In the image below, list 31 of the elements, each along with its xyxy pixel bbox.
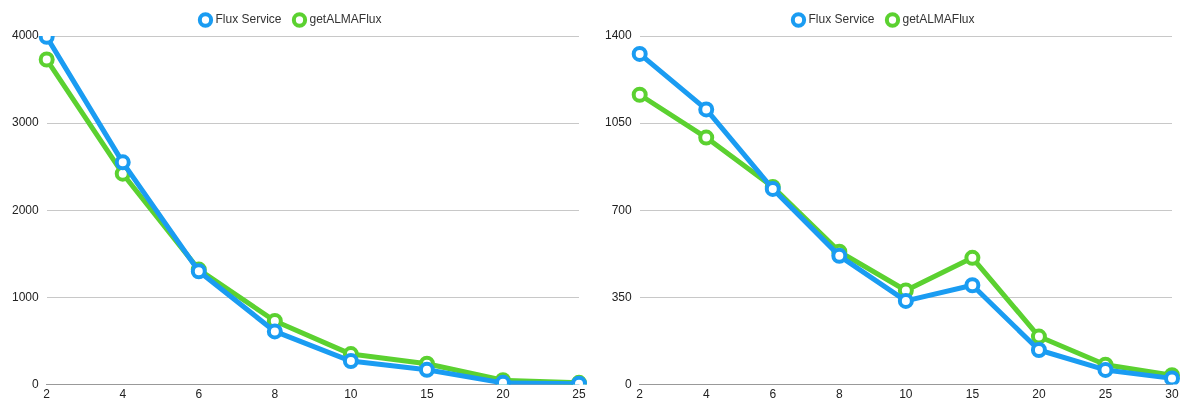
y-tick-label: 1050	[604, 115, 633, 130]
y-tick-label: 3000	[11, 115, 40, 130]
y-tick-label: 1400	[604, 28, 633, 43]
y-tick-label: 700	[611, 202, 633, 217]
x-tick-label: 20	[496, 387, 510, 402]
x-tick-label: 2	[636, 387, 644, 402]
x-tick-label: 2	[43, 387, 51, 402]
y-tick-label: 0	[32, 376, 40, 391]
x-tick-label: 20	[1032, 387, 1046, 402]
y-tick-label: 0	[625, 376, 633, 391]
legend-label: getALMAFlux	[902, 12, 975, 27]
legend-label: getALMAFlux	[309, 12, 382, 27]
y-tick-label: 4000	[11, 28, 40, 43]
y-tick-label: 2000	[11, 202, 40, 217]
x-tick-label: 25	[1098, 387, 1113, 402]
x-tick-label: 8	[271, 387, 279, 402]
x-tick-label: 10	[899, 387, 913, 402]
x-tick-label: 8	[835, 387, 843, 402]
x-tick-label: 15	[420, 387, 434, 402]
y-tick-label: 1000	[11, 289, 40, 304]
x-tick-label: 25	[572, 387, 586, 402]
legend-label: Flux Service	[808, 12, 875, 27]
y-tick-label: 350	[611, 289, 633, 304]
x-tick-label: 4	[119, 387, 127, 402]
x-tick-label: 6	[769, 387, 777, 402]
x-tick-label: 4	[702, 387, 710, 402]
legend-label: Flux Service	[215, 12, 282, 27]
x-tick-label: 6	[195, 387, 203, 402]
x-tick-label: 10	[344, 387, 358, 402]
x-tick-label: 30	[1165, 387, 1179, 402]
x-tick-label: 15	[965, 387, 980, 402]
